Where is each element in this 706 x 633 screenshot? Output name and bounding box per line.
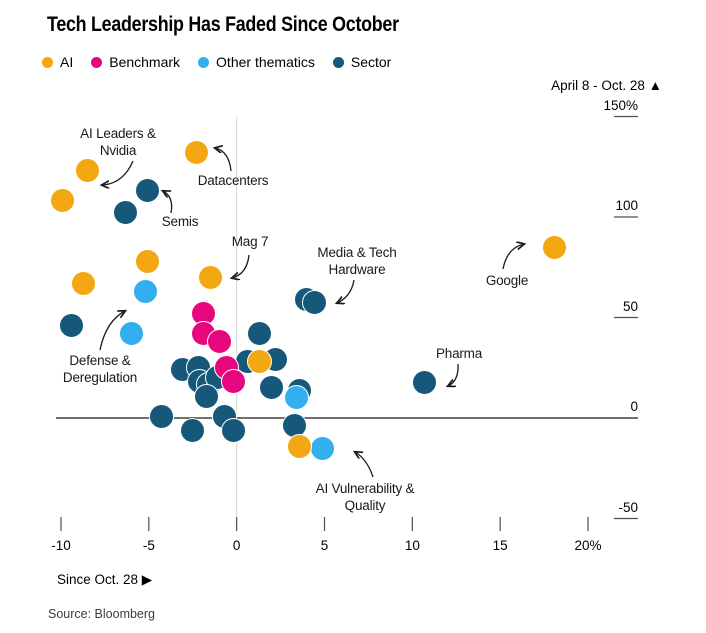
annotation-arrow-semis: [163, 191, 173, 214]
annotation-semis: Semis: [162, 214, 199, 231]
y-axis-title: April 8 - Oct. 28 ▲: [551, 78, 662, 93]
x-tick-label: 20%: [574, 538, 602, 553]
annotation-line: Pharma: [435, 346, 483, 361]
y-tick-label: 150%: [603, 97, 638, 113]
annotation-line: AI Vulnerability &: [315, 481, 415, 496]
source-credit: Source: Bloomberg: [48, 607, 156, 621]
data-point-sector: [59, 313, 85, 339]
data-point-sector: [220, 417, 246, 443]
data-point-sector: [134, 178, 160, 204]
legend-item: Other thematics: [198, 54, 315, 70]
x-tick-label: 5: [320, 538, 329, 553]
data-point-sector: [113, 200, 139, 226]
x-tick-label: 10: [404, 538, 420, 553]
legend-label: Other thematics: [216, 54, 315, 70]
x-tick-label: -5: [142, 538, 155, 553]
legend: AI Benchmark Other thematics Sector: [42, 54, 391, 70]
annotation-line: Datacenters: [197, 173, 269, 188]
legend-swatch-icon: [42, 56, 53, 68]
y-tick-label: 50: [622, 298, 638, 314]
annotation-line: Media & Tech: [317, 245, 397, 260]
annotation-pharma: Pharma: [436, 346, 482, 363]
annotation-arrow-mag-7: [232, 254, 250, 278]
data-point-ai: [50, 188, 76, 214]
data-point-ai: [71, 270, 97, 296]
annotation-line: Semis: [161, 214, 199, 229]
data-point-other-thematics: [132, 278, 158, 304]
data-point-ai: [197, 264, 223, 290]
annotation-line: Quality: [344, 497, 386, 513]
legend-label: AI: [60, 54, 74, 70]
x-tick-label: 15: [492, 538, 508, 553]
annotation-arrow-defense-deregulation: [99, 311, 125, 351]
annotation-line: Hardware: [328, 261, 386, 277]
x-axis-title: Since Oct. 28 ▶: [57, 572, 153, 587]
annotation-line: AI Leaders &: [80, 126, 156, 141]
annotation-line: Mag 7: [231, 234, 269, 249]
legend-item: Benchmark: [91, 54, 180, 70]
annotation-arrow-ai-leaders-nvidia: [102, 160, 134, 185]
legend-swatch-icon: [198, 56, 210, 68]
y-tick-label: -50: [618, 499, 638, 515]
annotation-line: Google: [485, 273, 529, 288]
annotation-ai-vulnerability-quality: AI Vulnerability & Quality: [316, 481, 415, 515]
data-point-other-thematics: [310, 435, 336, 461]
legend-swatch-icon: [332, 56, 344, 68]
data-point-sector: [148, 404, 174, 430]
data-point-sector: [247, 321, 272, 347]
annotation-arrow-ai-vulnerability-quality: [355, 452, 374, 478]
x-tick-label: 0: [232, 538, 241, 553]
x-tick-label: -10: [51, 538, 71, 553]
data-point-benchmark: [206, 329, 232, 355]
annotation-mag-7: Mag 7: [232, 234, 269, 251]
annotation-google: Google: [485, 273, 529, 290]
annotation-arrow-media-tech-hardware: [337, 279, 355, 303]
data-point-benchmark: [220, 369, 246, 395]
annotation-defense-deregulation: Defense & Deregulation: [63, 353, 137, 387]
data-point-sector: [180, 417, 206, 443]
legend-label: Sector: [350, 54, 392, 70]
data-point-other-thematics: [283, 385, 309, 411]
y-tick-label: 100: [615, 198, 638, 213]
data-point-sector: [259, 375, 285, 401]
data-point-other-thematics: [118, 321, 144, 347]
annotation-media-tech-hardware: Media & Tech Hardware: [317, 245, 396, 279]
data-point-sector: [194, 384, 220, 410]
annotation-arrow-google: [502, 244, 524, 270]
annotation-arrow-datacenters: [215, 148, 232, 172]
annotation-arrow-pharma: [448, 363, 459, 386]
legend-item: Sector: [332, 54, 392, 70]
annotation-datacenters: Datacenters: [198, 173, 269, 190]
y-tick-label: 0: [630, 399, 638, 414]
data-point-sector: [412, 370, 438, 396]
data-point-ai: [134, 248, 160, 274]
data-point-ai: [287, 433, 313, 459]
annotation-line: Defense &: [69, 353, 131, 368]
annotation-ai-leaders-nvidia: AI Leaders & Nvidia: [80, 126, 156, 160]
data-point-ai: [542, 234, 568, 260]
chart-title: Tech Leadership Has Faded Since October: [47, 13, 399, 36]
legend-swatch-icon: [91, 56, 103, 68]
data-point-ai: [74, 158, 100, 184]
data-point-ai: [183, 140, 209, 166]
annotation-line: Nvidia: [99, 142, 137, 158]
annotation-line: Deregulation: [62, 369, 138, 385]
legend-item: AI: [42, 54, 73, 70]
data-point-ai: [247, 349, 272, 375]
legend-label: Benchmark: [109, 54, 181, 70]
data-point-sector: [302, 289, 328, 315]
